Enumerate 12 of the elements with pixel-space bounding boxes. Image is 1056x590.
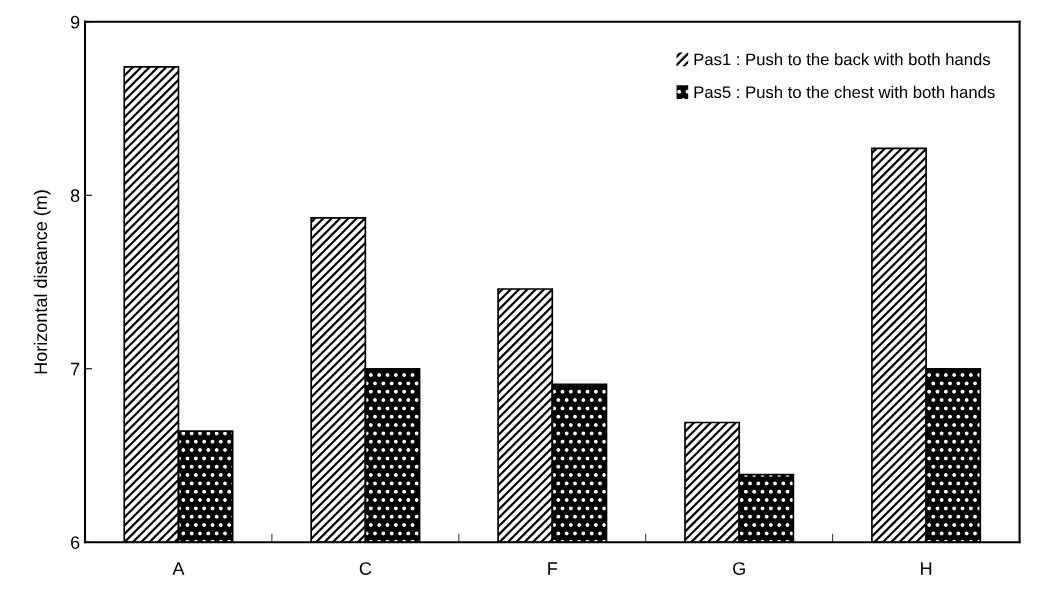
y-axis-title: Horizontal distance (m)	[33, 190, 51, 374]
x-tick-label: G	[733, 562, 745, 575]
x-tick-label: A	[172, 562, 185, 575]
x-tick-label: H	[921, 562, 932, 575]
y-tick-label: 8	[70, 189, 80, 203]
x-tick-label: F	[548, 562, 558, 575]
y-tick-label: 6	[71, 536, 80, 549]
y-tick-label: 9	[70, 15, 80, 29]
x-tick-label: C	[359, 562, 372, 575]
legend-label: Pas1 : Push to the back with both hands	[694, 53, 991, 66]
y-tick-label: 7	[71, 362, 80, 376]
legend-label: Pas5 : Push to the chest with both hands	[694, 85, 995, 99]
